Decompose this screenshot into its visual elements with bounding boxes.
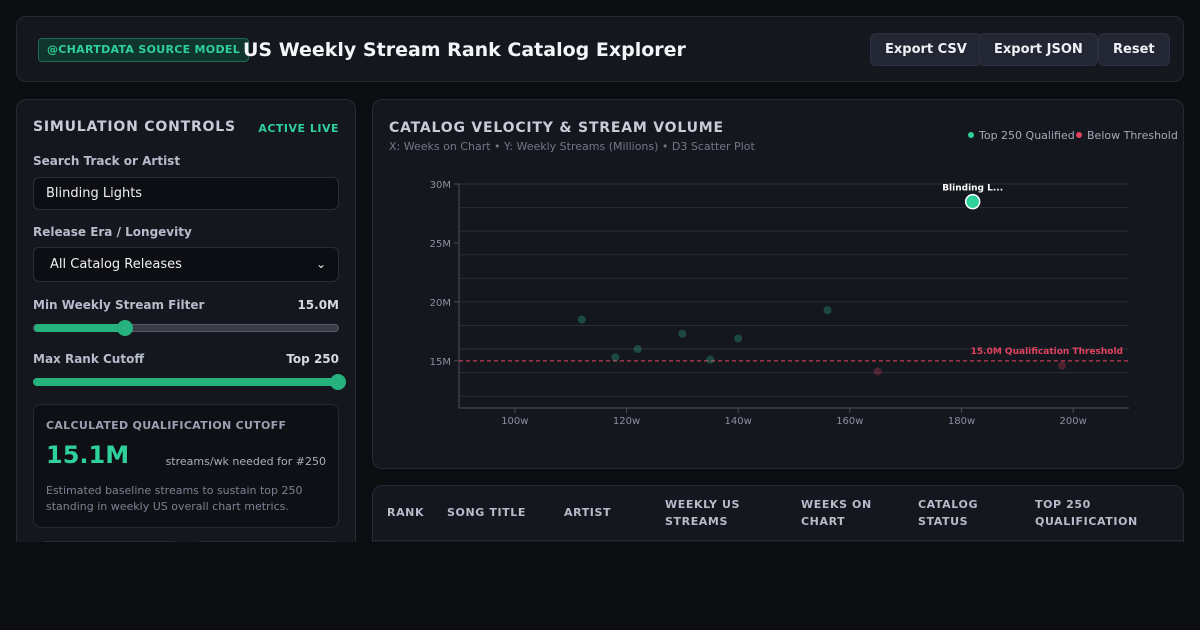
search-input[interactable] — [33, 177, 339, 210]
table-header-weekly-streams[interactable]: WEEKLY US STREAMS — [665, 498, 741, 528]
table-header-weeks-on-chart[interactable]: WEEKS ON CHART — [801, 498, 872, 528]
max-rank-label: Max Rank Cutoff — [33, 352, 145, 366]
cutoff-title: CALCULATED QUALIFICATION CUTOFF — [46, 419, 287, 432]
data-point — [734, 334, 743, 343]
threshold-label: 15.0M Qualification Threshold — [971, 347, 1123, 357]
data-point — [633, 345, 642, 354]
scatter-chart-panel: CATALOG VELOCITY & STREAM VOLUME X: Week… — [372, 99, 1184, 469]
data-point — [678, 329, 687, 338]
cutoff-description: Estimated baseline streams to sustain to… — [46, 484, 303, 513]
table-header-song-title[interactable]: SONG TITLE — [447, 506, 526, 519]
x-tick-label: 100w — [501, 416, 528, 427]
app-title: US Weekly Stream Rank Catalog Explorer — [243, 39, 686, 61]
export-json-button[interactable]: Export JSON — [979, 33, 1098, 66]
x-tick-label: 180w — [948, 416, 975, 427]
legend-qualified: Top 250 Qualified — [968, 129, 1075, 142]
table-header-artist[interactable]: ARTIST — [564, 506, 612, 519]
x-tick-label: 160w — [836, 416, 863, 427]
highlighted-data-point — [964, 193, 981, 210]
scatter-plot: 15M 20M 25M 30M 100w 120w 140w 160w 180w 200w 15.0… — [430, 180, 1129, 427]
max-rank-slider-thumb[interactable] — [330, 374, 346, 390]
max-rank-value: Top 250 — [286, 352, 339, 366]
min-stream-value: 15.0M — [297, 298, 339, 312]
legend-below-label: Below Threshold — [1087, 129, 1178, 142]
search-label: Search Track or Artist — [33, 154, 181, 168]
active-live-status: ACTIVE LIVE — [258, 122, 339, 135]
legend-qualified-label: Top 250 Qualified — [979, 129, 1075, 142]
era-select-value: All Catalog Releases — [50, 257, 182, 272]
controls-title: SIMULATION CONTROLS — [33, 119, 236, 135]
max-rank-slider-fill — [34, 378, 338, 386]
min-stream-slider-thumb[interactable] — [117, 320, 134, 336]
chart-subtitle: X: Weeks on Chart • Y: Weekly Streams (M… — [389, 140, 755, 153]
chevron-down-icon: ⌄ — [315, 257, 326, 271]
y-tick-label: 20M — [430, 298, 451, 309]
era-label: Release Era / Longevity — [33, 225, 192, 239]
app-header: @CHARTDATA SOURCE MODEL US Weekly Stream… — [16, 16, 1184, 82]
data-point — [823, 306, 832, 315]
legend-below-swatch — [1076, 132, 1082, 138]
data-point — [611, 353, 620, 362]
legend-below: Below Threshold — [1076, 129, 1178, 142]
table-header-divider — [373, 540, 1183, 541]
data-point — [706, 355, 715, 364]
reset-button[interactable]: Reset — [1098, 33, 1170, 66]
data-point — [577, 315, 586, 324]
y-tick-label: 25M — [430, 239, 451, 250]
simulation-controls-panel: SIMULATION CONTROLS ACTIVE LIVE Search T… — [16, 99, 356, 559]
chart-title: CATALOG VELOCITY & STREAM VOLUME — [389, 120, 724, 136]
era-select[interactable]: All Catalog Releases ⌄ — [33, 247, 339, 282]
highlighted-point-label: Blinding L... — [942, 184, 1003, 194]
page-fold — [0, 542, 1200, 630]
min-stream-label: Min Weekly Stream Filter — [33, 298, 205, 312]
table-header-catalog-status[interactable]: CATALOG STATUS — [918, 498, 979, 528]
y-tick-label: 15M — [430, 357, 451, 368]
table-header-rank[interactable]: RANK — [387, 506, 425, 519]
data-point — [1058, 361, 1066, 370]
cutoff-value: 15.1M — [46, 441, 130, 469]
x-tick-label: 200w — [1060, 416, 1087, 427]
y-tick-label: 30M — [430, 180, 451, 191]
x-tick-label: 120w — [613, 416, 640, 427]
source-model-badge: @CHARTDATA SOURCE MODEL — [38, 38, 249, 62]
table-header-qualification[interactable]: TOP 250 QUALIFICATION — [1035, 498, 1138, 528]
legend-qualified-swatch — [968, 132, 974, 138]
cutoff-unit: streams/wk needed for #250 — [165, 455, 326, 468]
max-rank-slider[interactable] — [33, 374, 346, 390]
export-csv-button[interactable]: Export CSV — [870, 33, 982, 66]
x-tick-label: 140w — [725, 416, 752, 427]
min-stream-slider[interactable] — [33, 320, 339, 336]
qualification-cutoff-card: CALCULATED QUALIFICATION CUTOFF 15.1M st… — [33, 404, 339, 528]
data-point — [873, 367, 882, 376]
min-stream-slider-fill — [34, 324, 126, 332]
